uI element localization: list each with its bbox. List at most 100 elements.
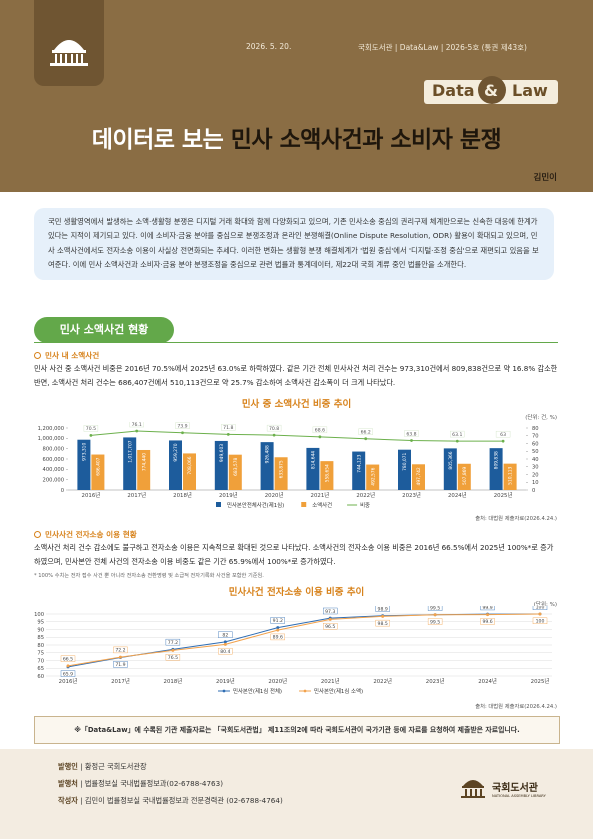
chart: 0 200,000 400,000 600,000 800,000 1,000,000 1,… <box>38 422 539 509</box>
y-tick-label: 80 <box>37 643 44 649</box>
x-tick-label: 2025년 <box>531 677 550 685</box>
data-label: 633,875 <box>279 460 285 478</box>
label-box <box>358 428 373 435</box>
marker <box>89 433 93 437</box>
x-tick-label: 2016년 <box>82 491 101 499</box>
y-tick-label: 90 <box>37 627 44 633</box>
bar <box>123 437 137 490</box>
data-label: 71.9 <box>115 662 125 668</box>
bar <box>183 453 196 490</box>
marker <box>364 437 368 441</box>
y2-tick-label: 0 <box>532 488 535 494</box>
data-label: 100 <box>536 619 545 625</box>
y-tick-label: 85 <box>37 635 44 641</box>
footer-logo-en: NATIONAL ASSEMBLY LIBRARY <box>492 794 546 798</box>
marker <box>501 439 505 443</box>
issue: 국회도서관 | Data&Law | 2026-5호 (통권 제43호) <box>358 43 527 52</box>
unit: (단위: %) <box>533 602 557 608</box>
bar <box>457 463 471 490</box>
data-label: 683,578 <box>233 457 239 475</box>
y-tick-label: 200,000 <box>43 477 64 483</box>
legend-label: 소액사건 <box>312 501 332 509</box>
label-box <box>495 430 511 438</box>
title-lead: 데이터로 보는 <box>91 127 224 153</box>
data-label: 98.9 <box>378 606 388 612</box>
bar <box>228 454 242 490</box>
section-heading: 민사 소액사건 현황 <box>34 317 174 343</box>
footer-row: 발행인 | 황정근 국회도서관장 <box>58 762 147 771</box>
y2-tick-label: 40 <box>532 457 539 463</box>
label-box <box>221 424 236 431</box>
bar <box>274 457 288 490</box>
y2-tick-label: 10 <box>532 480 539 486</box>
bar <box>91 454 105 490</box>
label-box <box>60 655 76 662</box>
source: 출처: 대법원 제출자료(2026.4.24.) <box>475 704 557 710</box>
data-label: 70.8 <box>269 426 279 432</box>
label-box <box>532 617 548 625</box>
label-box <box>175 422 190 429</box>
note: * 100% 수치는 전자 접수 사건 뿐 아니라 전자소송 전환명령 및 소급… <box>34 573 264 579</box>
data-label: 66.2 <box>361 429 371 435</box>
data-label: 96.5 <box>325 624 335 630</box>
line <box>67 613 541 667</box>
data-label: 72.2 <box>115 648 125 654</box>
logo-icon <box>50 40 88 66</box>
legend-label: 민사본안(제1심 전체) <box>233 687 282 695</box>
data-label: 507,869 <box>462 467 468 485</box>
x-tick-label: 2020년 <box>268 677 287 685</box>
legend-swatch <box>216 502 221 507</box>
x-tick-label: 2024년 <box>478 677 497 685</box>
data-label: 780,071 <box>402 453 408 471</box>
label-box <box>218 647 233 655</box>
date: 2026. 5. 20. <box>246 42 292 51</box>
bar <box>320 461 334 490</box>
label-box <box>270 617 285 624</box>
badge-amp: & <box>484 81 498 100</box>
data-label: 76.5 <box>168 655 178 661</box>
unit: (단위: 건, %) <box>525 415 557 421</box>
bar <box>443 448 457 490</box>
y-tick-label: 600,000 <box>43 457 64 463</box>
marker <box>433 613 437 617</box>
y2-tick-label: 50 <box>532 449 539 455</box>
data-label: 71.8 <box>223 425 233 431</box>
footnote: ※「Data&Law」에 수록된 기관 제출자료는 「국회도서관법」 제11조의… <box>34 716 560 744</box>
y2-tick-label: 60 <box>532 441 539 447</box>
data-label: 99.9 <box>482 606 492 611</box>
legend-label: 비중 <box>360 501 370 509</box>
marker <box>276 628 280 632</box>
marker <box>223 640 227 644</box>
data-label: 492,576 <box>370 467 376 485</box>
x-tick-label: 2019년 <box>219 491 238 499</box>
footer-text: 황정근 국회도서관장 <box>84 762 147 771</box>
marker <box>410 439 413 442</box>
subheading: 민사사건 전자소송 이용 현황 <box>34 529 137 540</box>
data-label: 76.1 <box>132 422 142 428</box>
label-box <box>323 607 338 615</box>
data-label: 973,310 <box>82 443 88 461</box>
x-tick-label: 2023년 <box>402 491 421 499</box>
marker <box>276 626 280 630</box>
y2-tick-label: 20 <box>532 472 539 478</box>
title: 데이터로 보는 민사 소액사건과 소비자 분쟁 <box>0 120 593 154</box>
label-box <box>532 606 548 610</box>
x-tick-label: 2024년 <box>448 491 467 499</box>
data-label: 510,113 <box>508 466 514 484</box>
label-box <box>404 430 419 437</box>
data-label: 497,742 <box>416 467 422 485</box>
chart-title: 민사 중 소액사건 비중 추이 <box>241 399 352 410</box>
marker <box>118 655 122 659</box>
data-label: 558,654 <box>325 464 331 482</box>
data-label: 80.4 <box>220 649 230 655</box>
chart-title: 민사사건 전자소송 이용 비중 추이 <box>228 587 365 598</box>
data-label: 949,603 <box>219 444 225 462</box>
x-tick-label: 2022년 <box>373 677 392 685</box>
marker <box>381 614 385 618</box>
data-label: 959,270 <box>173 443 179 461</box>
label-box <box>375 606 390 612</box>
label-box <box>270 633 285 641</box>
x-tick-label: 2017년 <box>127 491 146 499</box>
data-label: 77.2 <box>168 640 178 646</box>
y2-tick-label: 30 <box>532 465 539 471</box>
